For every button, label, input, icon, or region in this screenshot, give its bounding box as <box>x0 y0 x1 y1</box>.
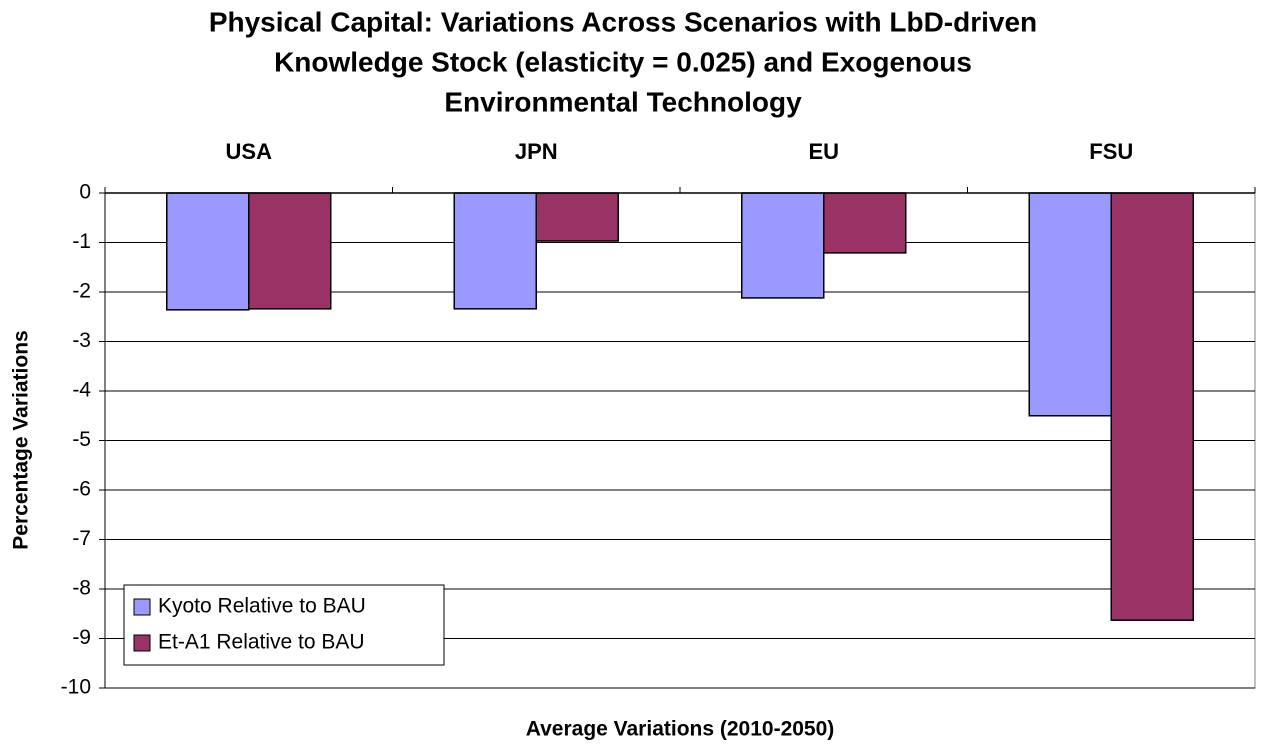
y-tick-label: -9 <box>72 626 91 649</box>
y-axis-label: Percentage Variations <box>10 330 33 549</box>
chart-title: Knowledge Stock (elasticity = 0.025) and… <box>274 46 972 77</box>
bar <box>453 192 537 310</box>
y-tick-label: 0 <box>79 181 91 204</box>
bar <box>1028 192 1112 417</box>
y-tick-label: -4 <box>72 379 91 402</box>
bar <box>823 192 907 254</box>
chart-title: Physical Capital: Variations Across Scen… <box>209 6 1037 37</box>
y-tick-label: -7 <box>72 527 91 550</box>
y-tick-label: -1 <box>72 230 91 253</box>
bar <box>535 192 619 242</box>
category-label: FSU <box>1089 139 1133 164</box>
bar <box>166 192 250 311</box>
legend-box <box>123 584 445 666</box>
x-axis-label: Average Variations (2010-2050) <box>526 718 835 741</box>
chart-title: Environmental Technology <box>444 86 802 117</box>
y-tick-label: -3 <box>72 329 91 352</box>
bar <box>741 192 825 299</box>
bar <box>1110 192 1194 621</box>
y-tick-label: -5 <box>72 428 91 451</box>
bar <box>248 192 332 310</box>
y-tick-label: -8 <box>72 577 91 600</box>
category-label: JPN <box>515 139 558 164</box>
category-label: EU <box>808 139 839 164</box>
y-tick-label: -2 <box>72 280 91 303</box>
category-label: USA <box>226 139 273 164</box>
legend-swatch <box>133 634 151 652</box>
y-tick-label: -6 <box>72 478 91 501</box>
legend-label: Kyoto Relative to BAU <box>158 595 366 618</box>
y-tick-label: -10 <box>61 676 91 699</box>
legend-swatch <box>133 598 151 616</box>
legend-label: Et-A1 Relative to BAU <box>158 631 365 654</box>
